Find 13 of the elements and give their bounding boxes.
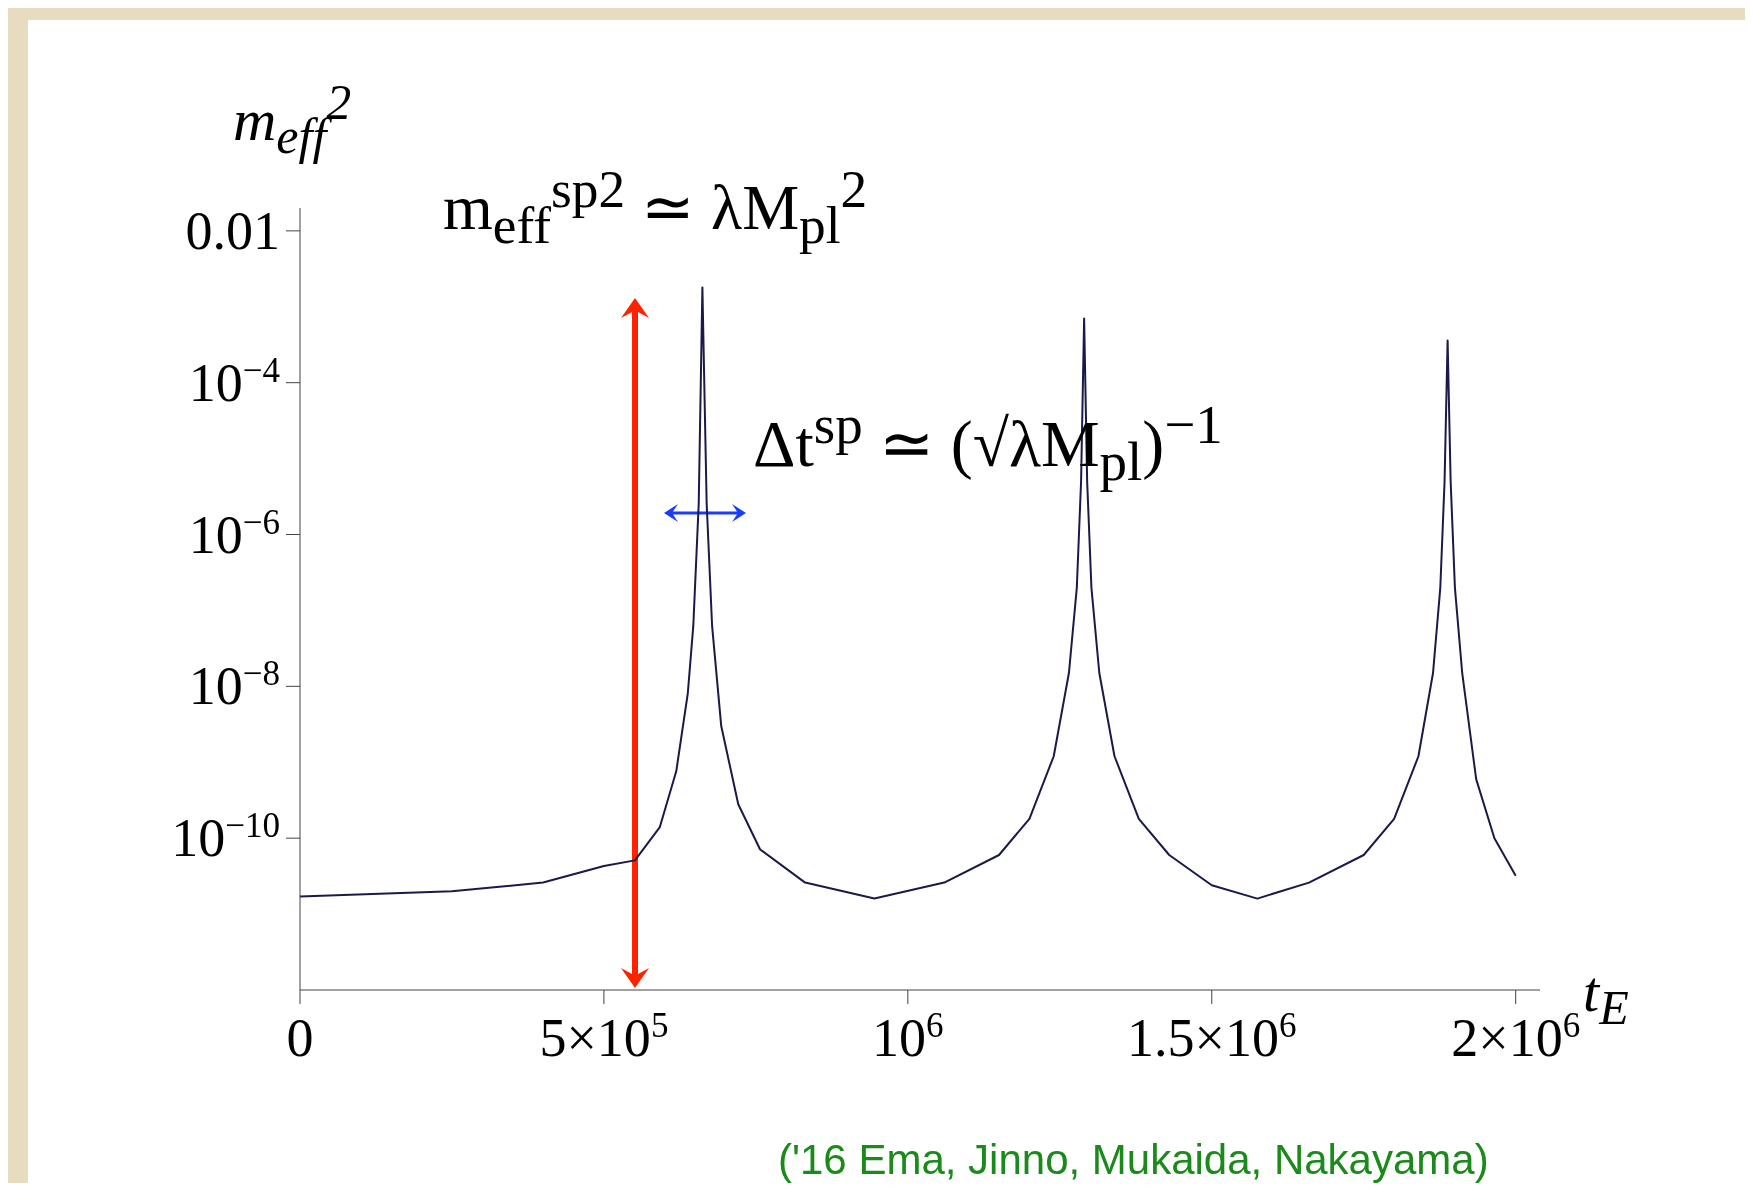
x-tick-label: 10$^{6}$	[872, 1005, 944, 1068]
y-tick-label: 10$^{−10}$	[171, 805, 280, 869]
x-tick-label: 2×10$^{6}$	[1451, 1005, 1581, 1068]
line-series	[300, 286, 1517, 900]
x-axis-title: t$_{E}$	[1583, 958, 1629, 1035]
y-tick-label: 0.01	[185, 200, 280, 261]
y-tick-label: 10$^{−4}$	[188, 350, 280, 413]
x-tick-label: 1.5×10$^{6}$	[1127, 1005, 1297, 1068]
x-tick-label: 5×10$^{5}$	[539, 1005, 669, 1068]
text: ('16 Ema, Jinno, Mukaida, Nakayama)	[778, 1136, 1489, 1184]
x-tick-label: 0	[286, 1008, 314, 1068]
y-tick-label: 10$^{−6}$	[188, 502, 280, 565]
y-tick-label: 10$^{−8}$	[188, 654, 280, 717]
